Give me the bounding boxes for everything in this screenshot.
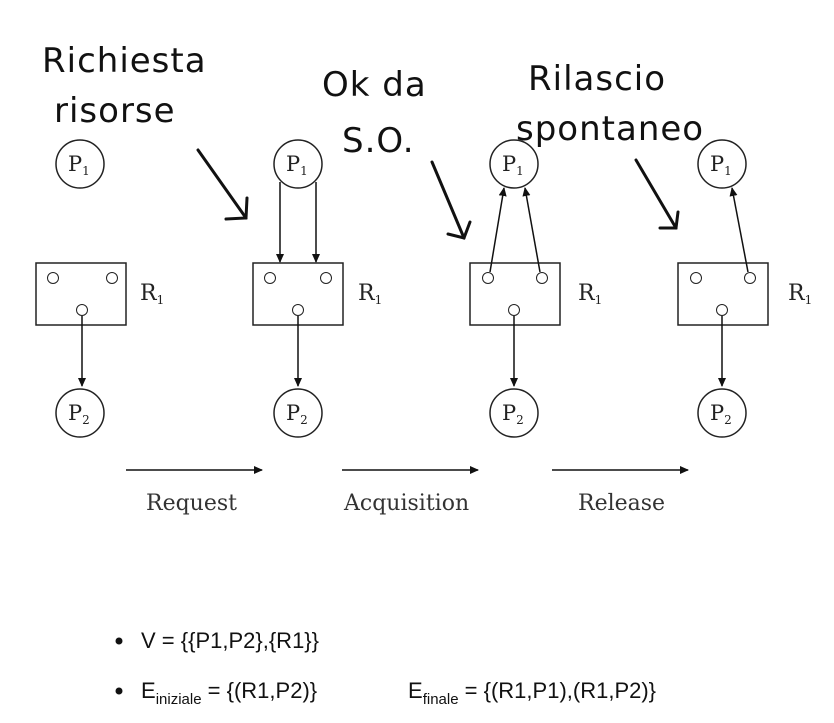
process-p1-subscript: 1: [82, 164, 90, 178]
edges-initial-label: E: [141, 678, 156, 703]
resource-r1-subscript: 1: [157, 293, 165, 307]
resource-r1-letter: R: [578, 281, 596, 306]
process-p2-node: [697, 388, 747, 438]
edges-final-subscript: finale: [423, 691, 459, 708]
state-panel-initial: P1 R1 P2: [35, 139, 164, 438]
pointer-arrow-request: [196, 148, 249, 221]
state-panel-request: P1 R1 P2: [252, 139, 382, 438]
process-p2-node: [489, 388, 539, 438]
bullet-marker: [115, 687, 123, 695]
svg-text:R1: R1: [788, 281, 812, 307]
resource-r1-letter: R: [788, 281, 806, 306]
bullet-marker: [115, 637, 123, 645]
bullet-edges-final: Efinale = {(R1,P1),(R1,P2)}: [408, 678, 656, 708]
annotation-release-line2: spontaneo: [516, 109, 704, 149]
state-panel-acquisition: P1 R1 P2: [469, 139, 602, 438]
bullet-edges-initial: Einiziale = {(R1,P2)}: [141, 678, 317, 708]
bullet-vertices: V = {{P1,P2},{R1}}: [141, 628, 319, 653]
process-p1-node: [489, 139, 539, 189]
edges-final-value: = {(R1,P1),(R1,P2)}: [459, 678, 656, 703]
edge-r1-p1: [729, 187, 749, 273]
resource-r1-subscript: 1: [595, 293, 603, 307]
process-p1-letter: P: [502, 152, 516, 176]
process-p1-node: [697, 139, 747, 189]
process-p1-letter: P: [68, 152, 82, 176]
resource-r1-subscript: 1: [805, 293, 813, 307]
svg-text:R1: R1: [358, 281, 382, 307]
svg-text:P2: P2: [710, 401, 732, 427]
svg-text:P1: P1: [710, 152, 732, 178]
svg-text:P2: P2: [502, 401, 524, 427]
annotation-release-line1: Rilascio: [528, 59, 666, 99]
svg-text:P1: P1: [502, 152, 524, 178]
step-label-request: Request: [146, 491, 237, 516]
process-p2-subscript: 2: [82, 413, 90, 427]
process-p2-letter: P: [502, 401, 516, 425]
step-label-release: Release: [578, 491, 665, 516]
process-p1-subscript: 1: [300, 164, 308, 178]
edge-r1-p1-left: [489, 187, 507, 273]
svg-text:R1: R1: [140, 281, 164, 307]
svg-text:P2: P2: [68, 401, 90, 427]
resource-r1-letter: R: [140, 281, 158, 306]
edges-initial-value: = {(R1,P2)}: [202, 678, 318, 703]
process-p2-subscript: 2: [516, 413, 524, 427]
annotation-ok-line2: S.O.: [342, 121, 415, 161]
process-p1-node: [273, 139, 323, 189]
resource-r1-letter: R: [358, 281, 376, 306]
edges-initial-subscript: iniziale: [156, 691, 202, 708]
process-p2-node: [273, 388, 323, 438]
svg-text:P1: P1: [286, 152, 308, 178]
process-p1-letter: P: [286, 152, 300, 176]
resource-r1-subscript: 1: [375, 293, 383, 307]
edge-r1-p1-right: [522, 187, 541, 273]
annotation-ok-line1: Ok da: [322, 65, 427, 105]
pointer-arrow-release: [634, 158, 680, 230]
annotation-request-line1: Richiesta: [42, 41, 207, 81]
process-p2-letter: P: [68, 401, 82, 425]
svg-text:P1: P1: [68, 152, 90, 178]
process-p2-letter: P: [710, 401, 724, 425]
process-p2-subscript: 2: [724, 413, 732, 427]
edges-final-label: E: [408, 678, 423, 703]
pointer-arrow-ok: [430, 160, 472, 240]
svg-text:R1: R1: [578, 281, 602, 307]
process-p2-node: [55, 388, 105, 438]
state-panel-release: P1 R1 P2: [677, 139, 812, 438]
process-p2-letter: P: [286, 401, 300, 425]
process-p1-subscript: 1: [724, 164, 732, 178]
process-p1-subscript: 1: [516, 164, 524, 178]
svg-text:P2: P2: [286, 401, 308, 427]
process-p2-subscript: 2: [300, 413, 308, 427]
step-label-acquisition: Acquisition: [343, 491, 469, 516]
annotation-request-line2: risorse: [54, 91, 176, 131]
process-p1-node: [55, 139, 105, 189]
process-p1-letter: P: [710, 152, 724, 176]
